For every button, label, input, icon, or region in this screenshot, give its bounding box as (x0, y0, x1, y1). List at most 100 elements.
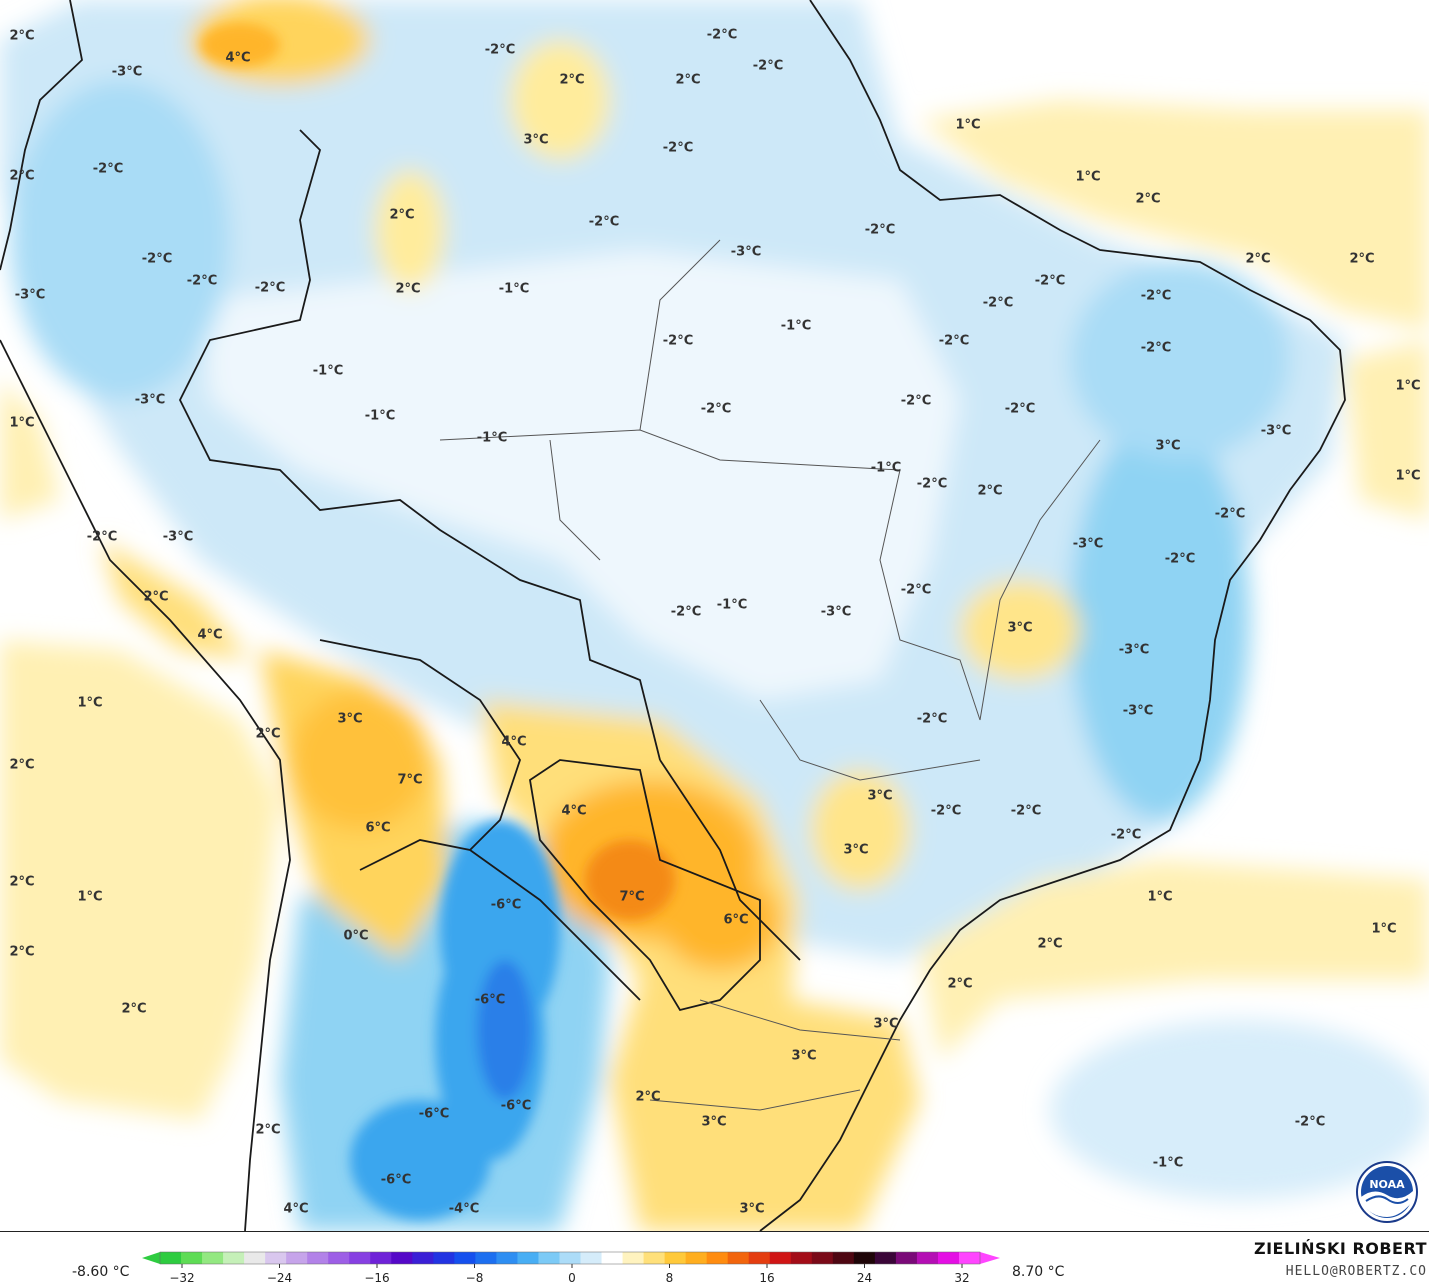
temp-label: 3°C (1155, 439, 1180, 454)
scale-cell (790, 1252, 813, 1264)
temp-label: -3°C (1261, 424, 1291, 439)
temp-label: -3°C (1119, 643, 1149, 658)
temp-label: 2°C (635, 1090, 660, 1105)
temp-label: -4°C (449, 1202, 479, 1217)
scale-cell (664, 1252, 687, 1264)
temp-label: 4°C (197, 628, 222, 643)
temp-label: 3°C (791, 1049, 816, 1064)
scale-cell (832, 1252, 855, 1264)
temp-label: -3°C (135, 393, 165, 408)
scale-cell (538, 1252, 560, 1264)
temp-label: -2°C (1215, 507, 1245, 522)
temp-label: -3°C (1123, 704, 1153, 719)
temp-label: 4°C (225, 51, 250, 66)
scale-cell (601, 1252, 624, 1264)
temperature-anomaly-map: 2°C 4°C -3°C -2°C -2°C -2°C 2°C 2°C 3°C -2°C 1°C 1°… (0, 0, 1429, 1231)
temp-label: 2°C (143, 590, 168, 605)
scale-cell (202, 1252, 224, 1264)
scale-cell (160, 1252, 182, 1264)
temp-label: -1°C (717, 598, 747, 613)
temp-label: 7°C (619, 890, 644, 905)
temp-label: -1°C (499, 282, 529, 297)
temp-label: 3°C (867, 789, 892, 804)
legend-footer: -8.60 °C −32 −24 −16 −8 0 8 16 24 32 8.70 °C ZIE… (0, 1231, 1429, 1288)
temp-label: 2°C (977, 484, 1002, 499)
temp-label: 6°C (723, 913, 748, 928)
scale-cell (727, 1252, 750, 1264)
author-email: HELLO@ROBERTZ.CO (1285, 1264, 1427, 1279)
temp-label: 2°C (9, 875, 34, 890)
temp-label: 4°C (283, 1202, 308, 1217)
temp-label: 3°C (701, 1115, 726, 1130)
temp-label: 4°C (561, 804, 586, 819)
temp-label: 2°C (1245, 252, 1270, 267)
temp-label: 4°C (501, 735, 526, 750)
scale-cell (937, 1252, 960, 1264)
temp-label: -2°C (255, 281, 285, 296)
scale-cell (958, 1252, 981, 1264)
temp-label: -2°C (931, 804, 961, 819)
temp-label: 3°C (523, 133, 548, 148)
scale-cell (307, 1252, 329, 1264)
temp-label: -1°C (477, 431, 507, 446)
temp-label: 1°C (955, 118, 980, 133)
temp-label: -3°C (1073, 537, 1103, 552)
scale-cell (328, 1252, 350, 1264)
temp-label: -1°C (1153, 1156, 1183, 1171)
temp-label: -1°C (365, 409, 395, 424)
max-value-label: 8.70 °C (1012, 1264, 1065, 1280)
scale-cell (853, 1252, 876, 1264)
scale-cell (706, 1252, 729, 1264)
temp-label: -3°C (15, 288, 45, 303)
scale-cell (454, 1252, 476, 1264)
temp-label: -6°C (501, 1099, 531, 1114)
scale-cell (748, 1252, 771, 1264)
temp-label: -2°C (917, 712, 947, 727)
scale-tick-label: −24 (267, 1271, 292, 1285)
scale-tick-label: −8 (466, 1271, 484, 1285)
scale-tick-label: 24 (857, 1271, 872, 1285)
temp-label: -3°C (821, 605, 851, 620)
temp-label: 2°C (1135, 192, 1160, 207)
color-scale: −32 −24 −16 −8 0 8 16 24 32 (142, 1251, 1000, 1285)
temp-label: -2°C (1035, 274, 1065, 289)
temp-label: -2°C (1295, 1115, 1325, 1130)
temp-label: -2°C (1165, 552, 1195, 567)
author-credit: ZIELIŃSKI ROBERT (1253, 1239, 1427, 1258)
temp-label: -6°C (381, 1173, 411, 1188)
temp-label: -2°C (865, 223, 895, 238)
temp-label: 1°C (1395, 379, 1420, 394)
temp-label: -2°C (1111, 828, 1141, 843)
temp-label: -2°C (671, 605, 701, 620)
anomaly-field (0, 0, 1429, 1231)
temp-label: -2°C (901, 394, 931, 409)
temp-label: -2°C (707, 28, 737, 43)
scale-cell (370, 1252, 392, 1264)
scale-tick-label: −32 (169, 1271, 194, 1285)
scale-cell (769, 1252, 792, 1264)
temp-label: -1°C (313, 364, 343, 379)
scale-cell (895, 1252, 918, 1264)
temp-label: -2°C (983, 296, 1013, 311)
temp-label: 1°C (77, 696, 102, 711)
scale-cell (475, 1252, 497, 1264)
scale-tick-label: 32 (954, 1271, 969, 1285)
scale-cell (811, 1252, 834, 1264)
temp-label: 2°C (947, 977, 972, 992)
temp-label: -2°C (917, 477, 947, 492)
temp-label: 2°C (9, 758, 34, 773)
scale-cell (223, 1252, 245, 1264)
temp-label: -2°C (1141, 341, 1171, 356)
temp-label: 3°C (337, 712, 362, 727)
temp-label: -6°C (419, 1107, 449, 1122)
state-borders (439, 239, 1101, 1111)
temp-label: -3°C (731, 245, 761, 260)
temp-label: -2°C (663, 334, 693, 349)
temp-label: -2°C (701, 402, 731, 417)
temp-label: 2°C (1349, 252, 1374, 267)
temp-label: 6°C (365, 821, 390, 836)
scale-cell (622, 1252, 645, 1264)
scale-tick-label: −16 (364, 1271, 389, 1285)
logo-text: NOAA (1369, 1178, 1405, 1191)
scale-cell (286, 1252, 308, 1264)
